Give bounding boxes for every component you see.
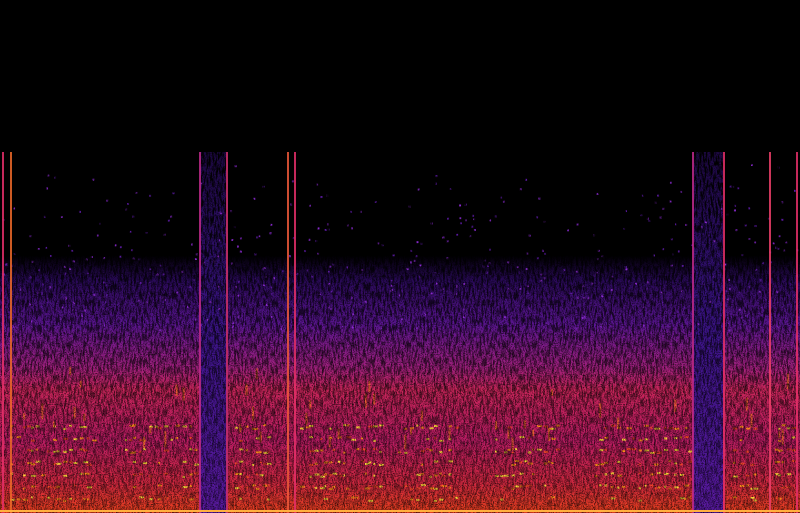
transients bbox=[0, 152, 800, 513]
fine-noise bbox=[0, 150, 800, 513]
silent-band bbox=[0, 0, 800, 150]
